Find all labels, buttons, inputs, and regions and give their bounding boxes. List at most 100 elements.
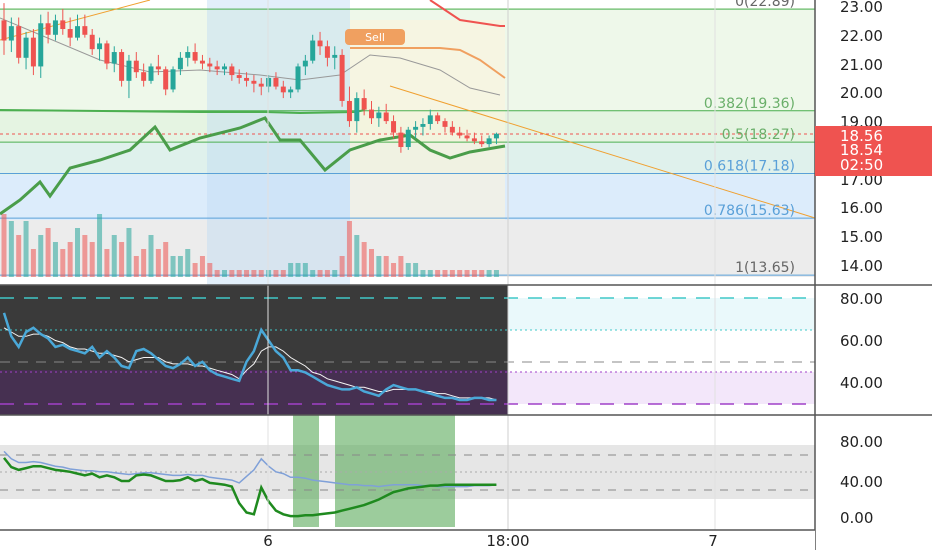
- time-axis-bg: [0, 530, 815, 550]
- candle-body: [60, 20, 66, 30]
- candle-body: [420, 123, 426, 127]
- candle-body: [75, 26, 80, 38]
- osc-tick: 0.00: [840, 509, 873, 527]
- candle-body: [97, 43, 103, 50]
- price-axis-bg: [815, 0, 932, 530]
- candle-body: [332, 54, 338, 58]
- volume-bar: [155, 249, 161, 277]
- candle-body: [251, 80, 257, 84]
- stoch-pane[interactable]: [0, 285, 815, 415]
- price-tag-prev: 18.54: [840, 141, 883, 159]
- osc-signal-block-1: [293, 415, 319, 527]
- price-tick: 21.00: [840, 56, 883, 74]
- volume-bar: [177, 256, 183, 277]
- price-tag-last: 18.56: [840, 127, 883, 145]
- candle-body: [369, 109, 374, 119]
- candle-body: [229, 66, 235, 76]
- candle-body: [207, 63, 213, 67]
- volume-bar: [288, 263, 294, 277]
- volume-bar: [97, 214, 103, 277]
- supertrend-line: [0, 116, 506, 216]
- candle-body: [346, 100, 352, 122]
- volume-bar: [126, 228, 132, 277]
- volume-bar: [104, 249, 110, 277]
- candle-body: [479, 141, 485, 145]
- candle-body: [111, 52, 117, 64]
- volume-bar: [244, 270, 250, 277]
- volume-bar: [8, 221, 14, 277]
- price-tag-timer: 02:50: [840, 156, 883, 174]
- volume-bar: [405, 263, 411, 277]
- channel-line-sell: [350, 47, 506, 79]
- volume-bar: [435, 270, 441, 277]
- sell-marker[interactable]: Sell: [345, 29, 405, 45]
- volume-bar: [111, 235, 117, 277]
- volume-bar: [229, 270, 235, 277]
- volume-bar: [464, 270, 470, 277]
- volume-bar: [361, 242, 367, 277]
- fib-level-label: 0.618(17.18): [704, 158, 795, 174]
- volume-bar: [60, 249, 66, 277]
- volume-bar: [141, 249, 147, 277]
- candle-body: [383, 112, 389, 122]
- osc-tick: 80.00: [840, 433, 883, 451]
- candle-body: [155, 66, 161, 70]
- candle-body: [244, 77, 250, 81]
- price-tick: 23.00: [840, 0, 883, 16]
- volume-bar: [30, 249, 36, 277]
- candle-body: [435, 115, 441, 122]
- price-axis[interactable]: 23.00 22.00 21.00 20.00 19.00 17.00 16.0…: [814, 0, 932, 550]
- volume-bar: [324, 270, 330, 277]
- osc-pane[interactable]: [0, 415, 815, 530]
- sell-zone: [350, 20, 505, 220]
- volume-bar: [295, 263, 301, 277]
- stoch-tick: 40.00: [840, 374, 883, 392]
- candle-body: [266, 77, 272, 87]
- price-tick: 20.00: [840, 84, 883, 102]
- volume-bar: [119, 242, 125, 277]
- volume-bar: [398, 256, 404, 277]
- price-tick: 15.00: [840, 228, 883, 246]
- time-label: 6: [263, 532, 273, 550]
- candle-body: [104, 43, 110, 64]
- candle-body: [273, 77, 279, 87]
- volume-bar: [89, 242, 95, 277]
- volume-bar: [449, 270, 455, 277]
- stoch-k-line: [2, 312, 497, 402]
- candle-body: [141, 72, 147, 81]
- volume-bar: [493, 270, 499, 277]
- channel-line-upper-right: [429, 0, 505, 27]
- volume-bar: [346, 221, 352, 277]
- stoch-oversold-bg: [0, 370, 508, 415]
- candle-body: [192, 52, 198, 61]
- candle-body: [170, 69, 176, 90]
- candle-body: [177, 57, 183, 70]
- candle-body: [1, 20, 7, 41]
- volume-bar: [38, 235, 44, 277]
- candle-body: [222, 66, 227, 70]
- osc-slow-line: [3, 450, 497, 488]
- candle-body: [302, 60, 308, 67]
- main-pane[interactable]: Sell 0(22.89) 0.382(19.36) 0.5(18.27) 0.618…: [0, 0, 816, 285]
- time-axis[interactable]: 6 18:00 7: [0, 529, 815, 550]
- candle-body: [199, 60, 205, 64]
- candle-body: [464, 135, 470, 139]
- candle-body: [376, 112, 382, 119]
- volume-bar: [442, 270, 448, 277]
- candle-body: [214, 66, 220, 70]
- volume-bar: [383, 256, 389, 277]
- candle-body: [457, 132, 463, 136]
- volume-bar: [1, 214, 7, 277]
- fib-labels: 0(22.89) 0.382(19.36) 0.5(18.27) 0.618(17.1…: [704, 0, 795, 276]
- candle-body: [471, 138, 477, 142]
- trend-line-upper: [0, 0, 151, 41]
- volume-bar: [45, 228, 51, 277]
- sell-badge[interactable]: [345, 29, 405, 45]
- volume-bar: [479, 270, 485, 277]
- volume-bar: [280, 270, 286, 277]
- volume-bar: [207, 263, 213, 277]
- volume-bar: [310, 270, 316, 277]
- volume-bar: [413, 263, 419, 277]
